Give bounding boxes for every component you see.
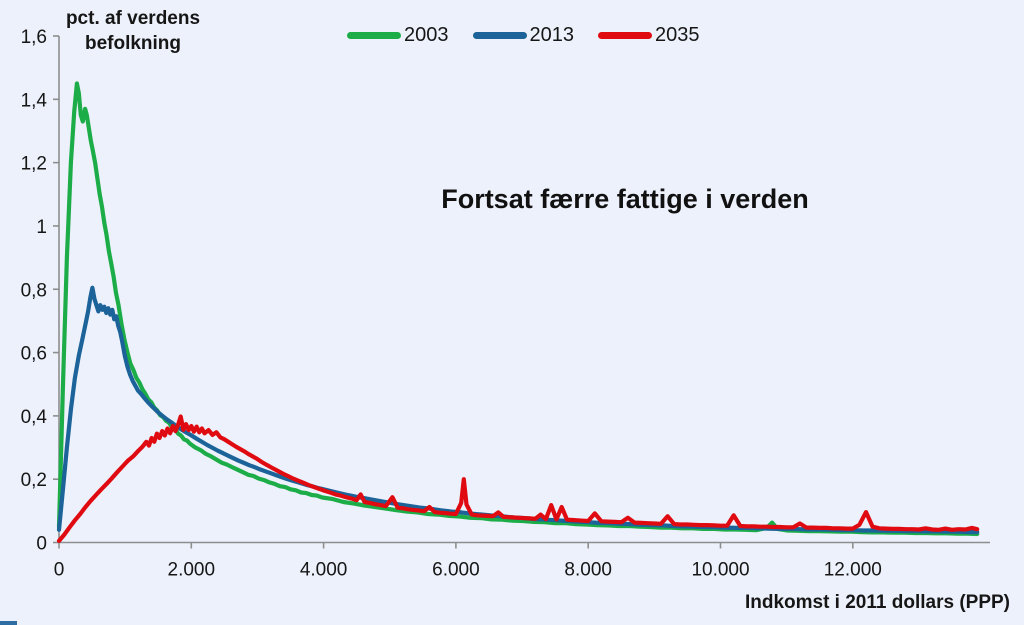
legend-label: 2003	[404, 24, 449, 46]
legend-item-2003: 2003	[347, 24, 449, 47]
y-tick-label: 1,2	[21, 154, 47, 175]
y-tick-label: 0,8	[21, 280, 47, 301]
y-tick-label: 0,6	[21, 344, 47, 365]
x-tick-label: 0	[54, 560, 65, 581]
x-tick-label: 2.000	[168, 560, 216, 581]
legend-label: 2013	[529, 24, 575, 46]
x-tick-label: 6.000	[432, 560, 480, 581]
legend-label: 2035	[655, 24, 700, 46]
x-tick-label: 4.000	[300, 560, 348, 581]
legend-line-swatch-2035	[598, 32, 652, 39]
y-axis-title-line2: befolkning	[84, 33, 182, 54]
y-tick-label: 1	[36, 217, 47, 238]
y-tick-label: 0,2	[21, 470, 47, 491]
y-tick-label: 1,6	[21, 27, 47, 48]
y-tick-label: 0,4	[21, 407, 48, 428]
y-axis-title: pct. af verdens befolkning	[58, 6, 208, 56]
y-tick-label: 0	[36, 534, 47, 555]
chart-title: Fortsat færre fattige i verden	[441, 184, 809, 214]
legend: 2003 2013 2035	[347, 24, 700, 47]
x-tick-label: 12.000	[824, 560, 882, 581]
y-axis-title-line1: pct. af verdens	[65, 8, 201, 29]
corner-artifact	[0, 621, 17, 625]
x-tick-label: 8.000	[564, 560, 612, 581]
x-tick-label: 10.000	[691, 560, 749, 581]
series-line-2013	[56, 285, 980, 535]
y-tick-label: 1,4	[21, 90, 48, 111]
legend-line-swatch-2013	[472, 32, 527, 39]
legend-line-swatch-2003	[347, 32, 401, 39]
series-line-2035	[56, 414, 980, 544]
series-line-2003	[56, 81, 980, 537]
x-axis-title: Indkomst i 2011 dollars (PPP)	[744, 592, 1010, 613]
legend-item-2013: 2013	[472, 24, 575, 47]
legend-item-2035: 2035	[598, 24, 700, 47]
